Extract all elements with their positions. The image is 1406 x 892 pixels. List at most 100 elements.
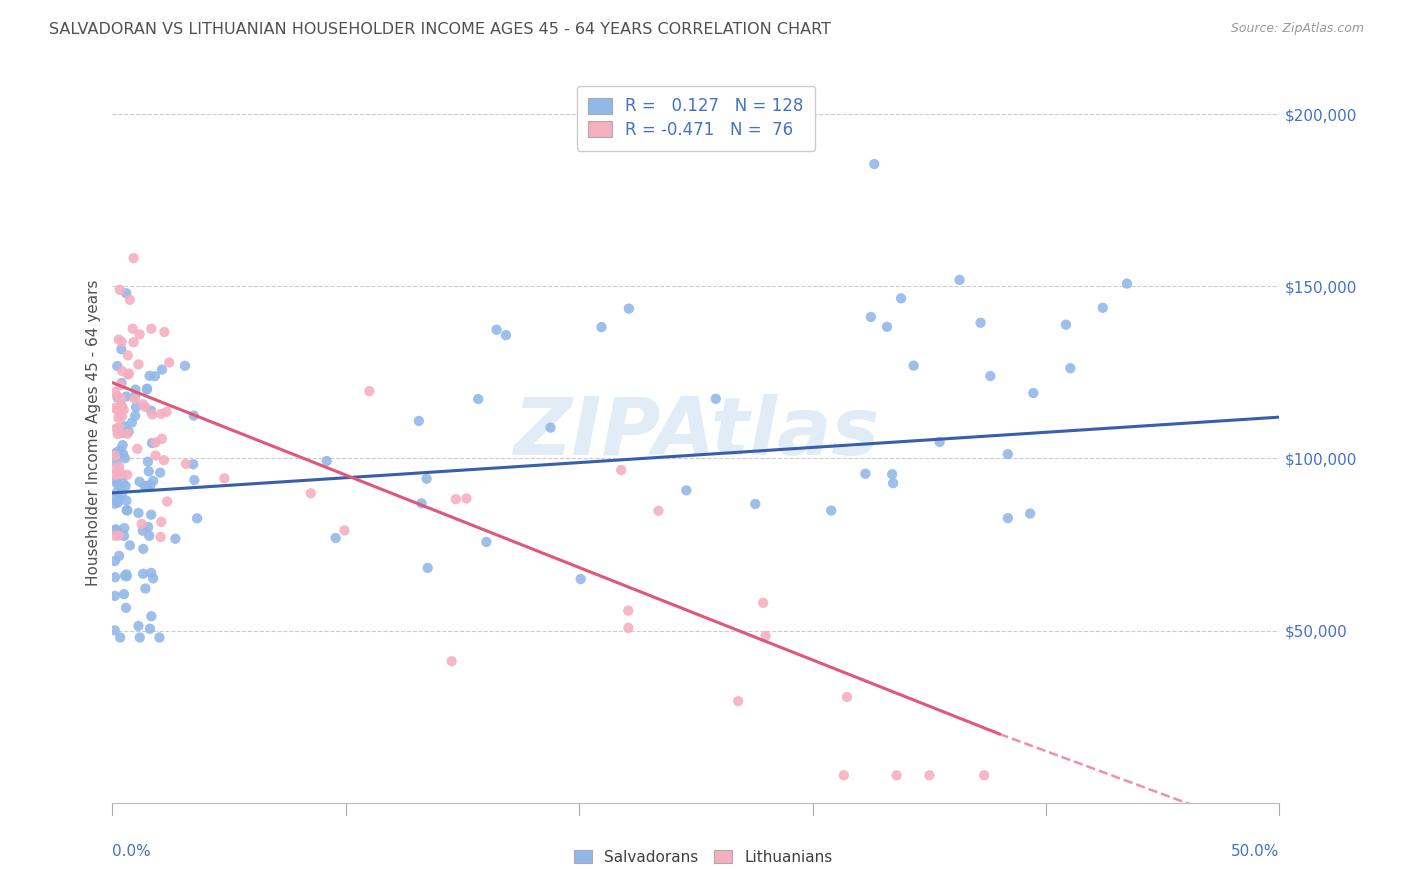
Point [141, 322, 163, 336]
Point [124, 383, 146, 397]
Point [495, 328, 517, 343]
Point [110, 392, 132, 406]
Point [117, 503, 139, 517]
Point [104, 524, 127, 538]
Point [155, 405, 177, 419]
Point [142, 474, 165, 488]
Point [617, 603, 640, 617]
Point [149, 466, 172, 480]
Point [755, 629, 778, 643]
Point [104, 401, 127, 415]
Point [157, 355, 180, 369]
Point [333, 524, 356, 538]
Point [108, 459, 131, 474]
Point [475, 535, 498, 549]
Point [142, 571, 165, 585]
Y-axis label: Householder Income Ages 45 - 64 years: Householder Income Ages 45 - 64 years [86, 279, 101, 586]
Point [156, 494, 179, 508]
Point [132, 566, 155, 581]
Point [107, 427, 129, 442]
Point [136, 520, 159, 534]
Point [107, 391, 129, 405]
Text: 0.0%: 0.0% [112, 844, 152, 858]
Point [108, 378, 131, 392]
Point [115, 569, 138, 583]
Point [107, 529, 129, 543]
Point [127, 358, 149, 372]
Point [1091, 301, 1114, 315]
Point [141, 436, 163, 450]
Point [997, 511, 1019, 525]
Point [107, 524, 129, 538]
Point [855, 467, 877, 481]
Point [128, 506, 150, 520]
Point [153, 453, 176, 467]
Point [444, 492, 467, 507]
Point [617, 621, 640, 635]
Point [145, 449, 167, 463]
Point [104, 570, 127, 584]
Point [150, 407, 173, 421]
Point [104, 475, 127, 489]
Point [882, 476, 904, 491]
Point [110, 399, 132, 413]
Point [139, 622, 162, 636]
Point [675, 483, 697, 498]
Point [111, 486, 134, 500]
Point [131, 516, 153, 531]
Point [115, 567, 138, 582]
Point [124, 389, 146, 403]
Point [121, 416, 143, 430]
Point [111, 475, 134, 490]
Point [467, 392, 489, 406]
Point [591, 320, 613, 334]
Point [107, 390, 129, 404]
Point [114, 479, 136, 493]
Point [485, 323, 508, 337]
Point [121, 321, 143, 335]
Point [832, 768, 855, 782]
Point [104, 449, 127, 463]
Text: SALVADORAN VS LITHUANIAN HOUSEHOLDER INCOME AGES 45 - 64 YEARS CORRELATION CHART: SALVADORAN VS LITHUANIAN HOUSEHOLDER INC… [49, 22, 831, 37]
Point [181, 457, 204, 471]
Point [876, 319, 898, 334]
Point [111, 438, 134, 452]
Point [315, 454, 337, 468]
Point [110, 342, 132, 356]
Point [124, 409, 146, 423]
Point [107, 494, 129, 508]
Point [105, 359, 128, 373]
Point [117, 467, 139, 482]
Point [138, 464, 160, 478]
Point [104, 554, 127, 568]
Point [111, 400, 134, 414]
Point [117, 426, 139, 441]
Point [110, 467, 132, 482]
Point [107, 477, 129, 491]
Point [141, 609, 163, 624]
Point [174, 457, 197, 471]
Point [727, 694, 749, 708]
Point [617, 301, 640, 316]
Point [104, 455, 127, 469]
Point [1022, 386, 1045, 401]
Point [115, 390, 138, 404]
Point [141, 566, 163, 580]
Point [104, 461, 127, 475]
Point [136, 478, 159, 492]
Point [569, 572, 592, 586]
Point [134, 582, 156, 596]
Point [143, 369, 166, 384]
Point [115, 503, 138, 517]
Point [134, 400, 156, 414]
Point [132, 397, 155, 411]
Point [104, 497, 127, 511]
Text: 50.0%: 50.0% [1232, 844, 1279, 858]
Point [115, 286, 138, 301]
Point [122, 251, 145, 265]
Point [415, 472, 437, 486]
Point [107, 467, 129, 482]
Point [820, 503, 842, 517]
Point [1054, 318, 1077, 332]
Point [135, 383, 157, 397]
